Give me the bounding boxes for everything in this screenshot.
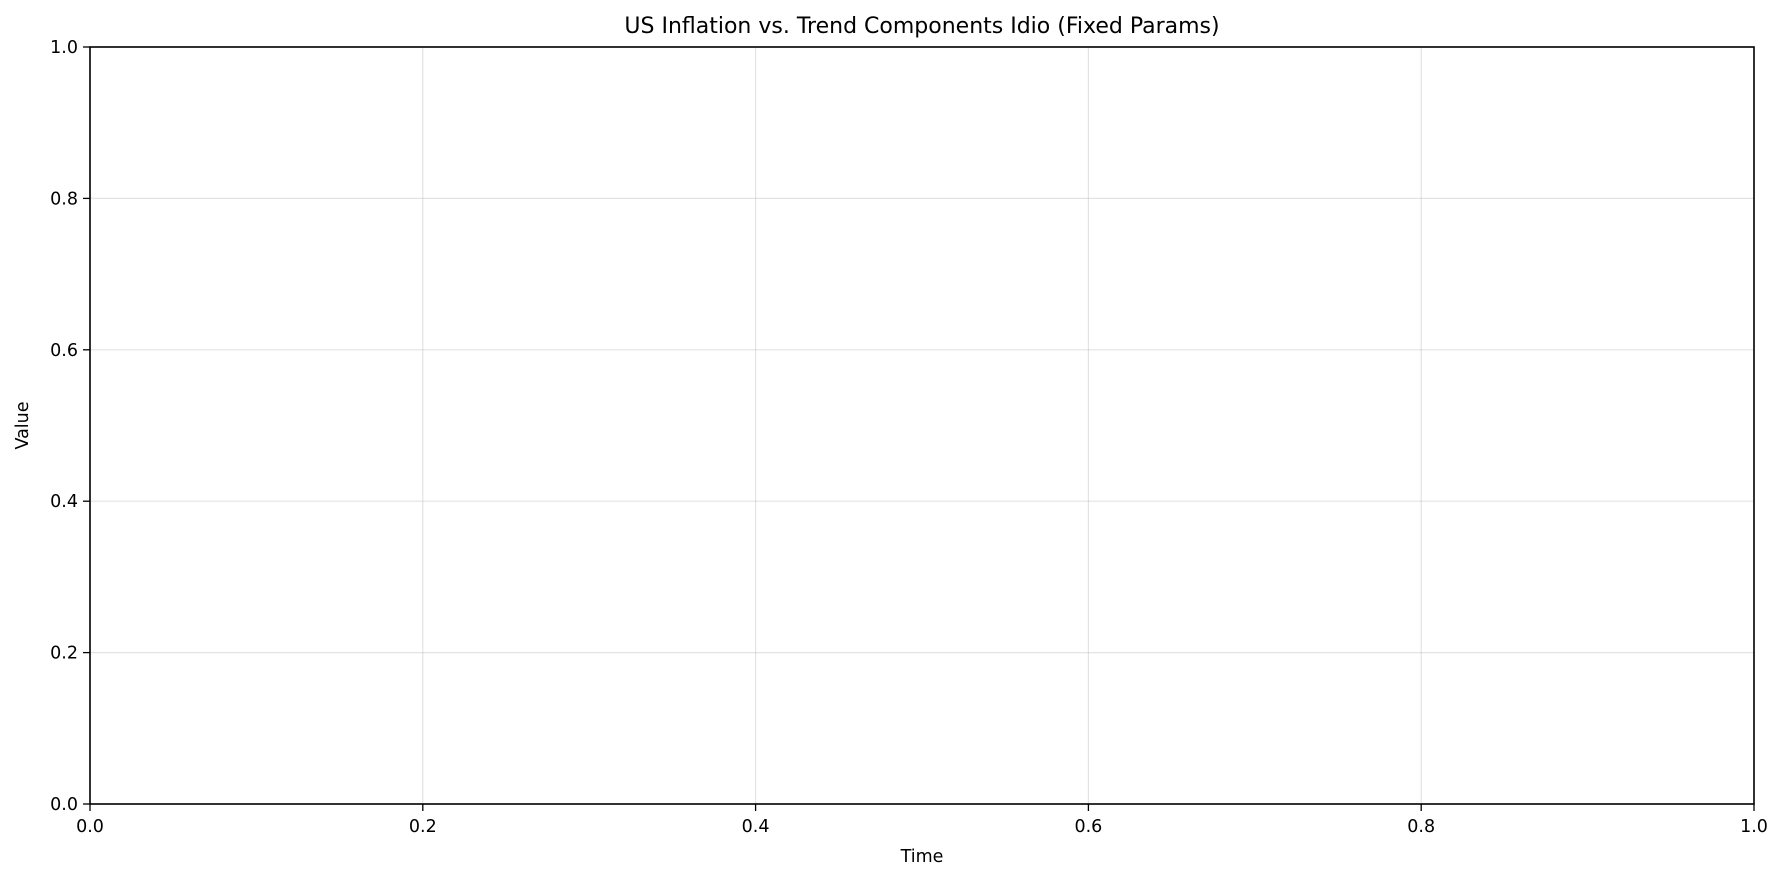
chart-title: US Inflation vs. Trend Components Idio (… [624, 14, 1219, 39]
y-axis-label: Value [13, 401, 33, 449]
x-tick-label: 0.0 [76, 817, 104, 837]
y-tick-label: 1.0 [50, 38, 78, 58]
x-tick-label: 0.4 [742, 817, 770, 837]
y-tick-label: 0.6 [50, 341, 78, 361]
x-tick-label: 1.0 [1740, 817, 1768, 837]
y-tick-label: 0.2 [50, 644, 78, 664]
plot-area-frame [89, 46, 1755, 805]
ticks: 0.0 0.2 0.4 0.6 0.8 1.0 0.0 0.2 0.4 0.6 0.8 1.0 [50, 38, 1768, 837]
x-axis-label: Time [900, 847, 944, 867]
x-tick-label: 0.8 [1407, 817, 1435, 837]
x-tick-label: 0.6 [1074, 817, 1102, 837]
y-tick-label: 0.8 [50, 189, 78, 209]
y-tick-label: 0.4 [50, 492, 78, 512]
x-tick-label: 0.2 [409, 817, 437, 837]
y-tick-label: 0.0 [50, 795, 78, 815]
